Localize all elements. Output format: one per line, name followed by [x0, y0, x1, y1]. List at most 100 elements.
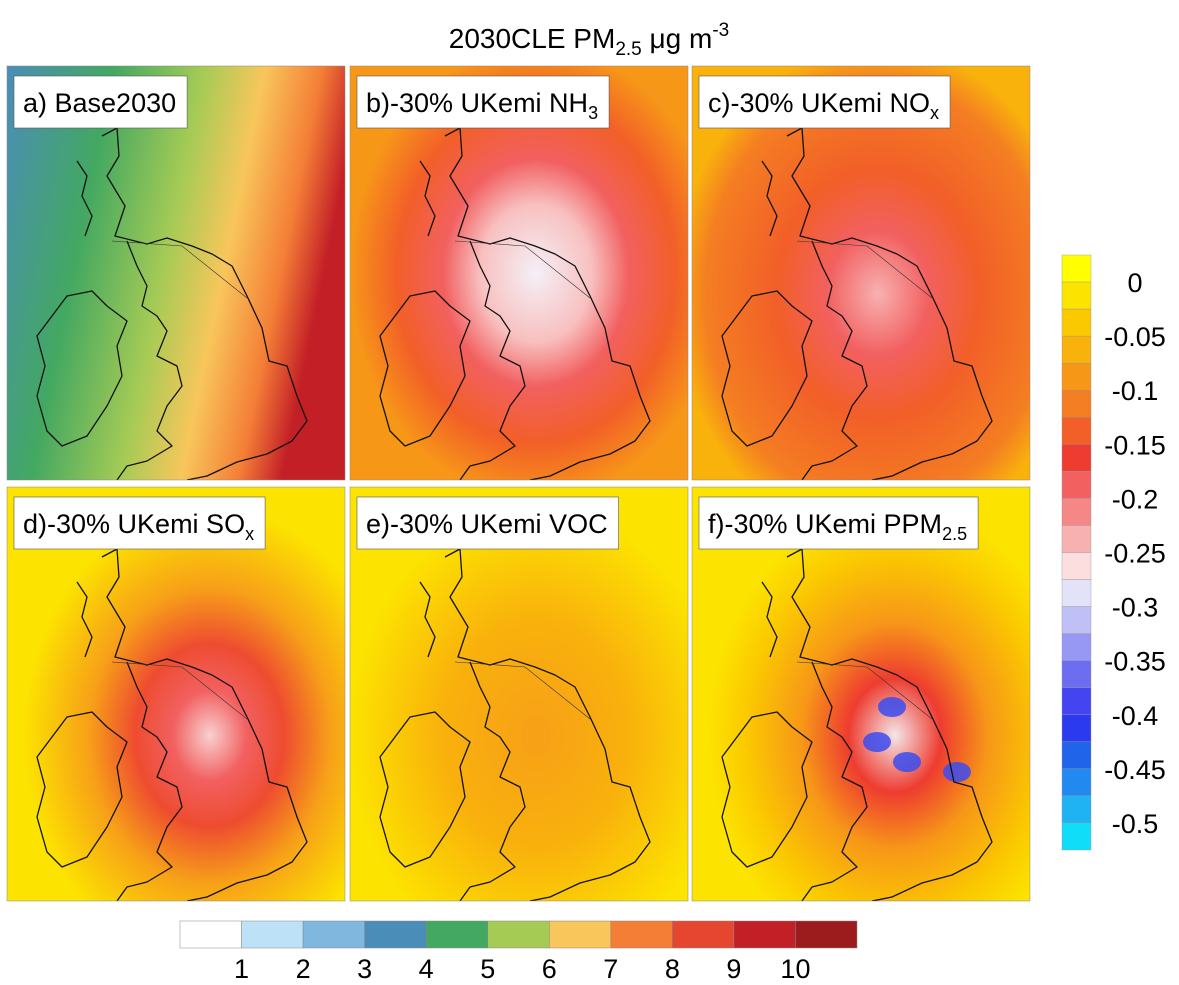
- colorbar-swatch: [795, 920, 858, 949]
- label-text: c)-30% UKemi NO: [708, 88, 930, 118]
- map-field: [692, 66, 1030, 480]
- colorbar-swatch: [1061, 660, 1092, 688]
- map-panel: a) Base2030: [6, 65, 346, 481]
- colorbar-swatch: [1061, 606, 1092, 634]
- map-panel: b)-30% UKemi NH3: [349, 65, 689, 481]
- colorbar-swatch: [1061, 390, 1092, 418]
- panel-label: a) Base2030: [23, 88, 176, 118]
- colorbar-swatch: [1061, 768, 1092, 797]
- colorbar-swatch: [1061, 281, 1092, 310]
- label-box: [13, 496, 266, 550]
- title-text: 2030CLE PM: [449, 23, 616, 54]
- colorbar-tick-label: -0.45: [1104, 755, 1166, 785]
- label-subscript: 3: [588, 103, 598, 123]
- panel-label: d)-30% UKemi SOx: [23, 509, 254, 544]
- map-field: [350, 66, 688, 480]
- colorbar-swatch: [672, 920, 735, 949]
- colorbar-swatch: [610, 920, 673, 949]
- colorbar-tick-label: -0.5: [1112, 809, 1159, 839]
- colorbar-swatch: [1061, 552, 1092, 580]
- map-field: [350, 487, 688, 901]
- panel-label: f)-30% UKemi PPM2.5: [708, 509, 967, 544]
- hotspot: [893, 752, 921, 772]
- colorbar-tick-label: 7: [603, 954, 618, 984]
- panel-frame: [349, 486, 689, 902]
- label-subscript: 2.5: [942, 524, 967, 544]
- map-background: [7, 66, 345, 480]
- label-subscript: x: [245, 524, 254, 544]
- map-background: [350, 487, 688, 901]
- map-background: [350, 66, 688, 480]
- map-panel: e)-30% UKemi VOC: [349, 486, 689, 902]
- colorbar-tick-label: 4: [419, 954, 434, 984]
- map-field: [692, 487, 1030, 901]
- title-subscript: 2.5: [615, 39, 641, 60]
- map-background: [692, 66, 1030, 480]
- colorbar-tick-label: 1: [234, 954, 249, 984]
- colorbar-swatch: [179, 920, 242, 949]
- colorbar-swatch: [425, 920, 488, 949]
- map-background: [7, 487, 345, 901]
- colorbar-tick-label: 6: [542, 954, 557, 984]
- colorbar-tick-label: 5: [480, 954, 495, 984]
- colorbar-swatch: [1061, 525, 1092, 553]
- colorbar-tick-label: 3: [357, 954, 372, 984]
- colorbar-swatch: [1061, 633, 1092, 661]
- colorbar-tick-label: -0.35: [1104, 647, 1166, 677]
- colorbar-tick-label: 8: [665, 954, 680, 984]
- label-box: [698, 496, 979, 550]
- label-text: a) Base2030: [23, 88, 176, 118]
- panel-frame: [691, 65, 1031, 481]
- colorbar-tick-label: 9: [726, 954, 741, 984]
- colorbar-tick-label: -0.05: [1104, 322, 1166, 352]
- map-panel: f)-30% UKemi PPM2.5: [691, 486, 1031, 902]
- label-box: [356, 75, 610, 129]
- colorbar-swatch: [364, 920, 427, 949]
- label-box: [698, 75, 951, 129]
- map-field: [7, 66, 345, 480]
- panel-label: b)-30% UKemi NH3: [366, 88, 598, 123]
- colorbar-swatch: [1061, 741, 1092, 770]
- colorbar-tick-label: -0.15: [1104, 430, 1166, 460]
- colorbar-swatch: [1061, 308, 1092, 337]
- colorbar-swatch: [1061, 822, 1092, 851]
- panel-label: c)-30% UKemi NOx: [708, 88, 939, 123]
- colorbar-swatch: [1061, 471, 1092, 499]
- label-text: b)-30% UKemi NH: [366, 88, 588, 118]
- colorbar-swatch: [1061, 444, 1092, 472]
- colorbar-swatch: [1061, 362, 1092, 391]
- panel-frame: [691, 486, 1031, 902]
- label-box: [356, 496, 619, 550]
- colorbar-swatch: [1061, 335, 1092, 364]
- map-background: [692, 487, 1030, 901]
- colorbar-swatch: [302, 920, 365, 949]
- colorbar-swatch: [549, 920, 612, 949]
- colorbar-swatch: [733, 920, 796, 949]
- map-panel: d)-30% UKemi SOx: [6, 486, 346, 902]
- colorbar-tick-label: -0.25: [1104, 539, 1166, 569]
- map-field: [7, 487, 345, 901]
- label-text: d)-30% UKemi SO: [23, 509, 245, 539]
- colorbar-swatch: [1061, 417, 1092, 445]
- colorbar-swatch: [1061, 795, 1092, 824]
- colorbar-tick-label: -0.4: [1112, 701, 1159, 731]
- label-box: [13, 75, 188, 129]
- colorbar-tick-label: 2: [296, 954, 311, 984]
- panel-label: e)-30% UKemi VOC: [366, 509, 608, 539]
- figure-title: 2030CLE PM2.5 μg m-3: [449, 20, 729, 60]
- colorbar-tick-label: -0.2: [1112, 484, 1159, 514]
- colorbar-swatch: [1061, 579, 1092, 607]
- panel-frame: [6, 486, 346, 902]
- colorbar-swatch: [487, 920, 550, 949]
- title-unit: μg m: [642, 23, 713, 54]
- label-text: e)-30% UKemi VOC: [366, 509, 608, 539]
- colorbar-swatch: [1061, 714, 1092, 743]
- colorbar-tick-label: -0.1: [1112, 376, 1159, 406]
- panel-frame: [6, 65, 346, 481]
- label-subscript: x: [930, 103, 939, 123]
- colorbar-tick-label: 10: [780, 954, 810, 984]
- colorbar-swatch: [1061, 498, 1092, 526]
- colorbar-swatch: [241, 920, 304, 949]
- colorbar-tick-label: 0: [1127, 268, 1142, 298]
